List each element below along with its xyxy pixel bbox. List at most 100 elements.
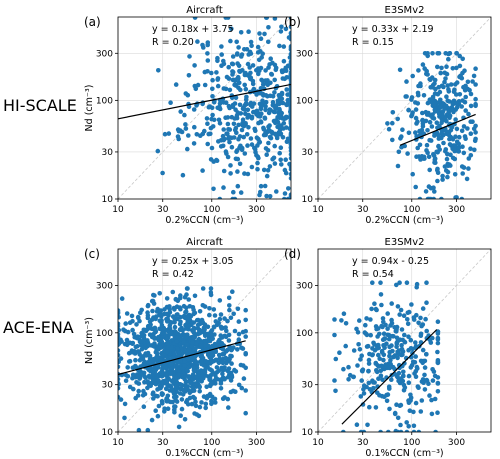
data-point xyxy=(413,107,419,112)
data-point xyxy=(416,385,421,391)
data-point xyxy=(413,340,418,345)
data-point xyxy=(453,101,459,106)
data-point xyxy=(207,312,212,318)
data-point xyxy=(197,404,203,410)
data-point xyxy=(219,52,224,57)
data-point xyxy=(178,413,183,419)
data-point xyxy=(438,70,444,76)
data-point xyxy=(401,369,406,375)
data-point xyxy=(397,280,402,286)
data-point xyxy=(157,291,162,296)
data-point xyxy=(397,351,402,357)
data-point xyxy=(253,128,258,134)
data-point xyxy=(134,322,139,327)
data-point xyxy=(136,427,142,432)
data-point xyxy=(179,406,185,412)
data-point xyxy=(443,103,449,109)
data-point xyxy=(430,378,436,383)
data-point xyxy=(178,109,183,114)
data-point xyxy=(186,357,191,362)
data-point xyxy=(130,327,135,333)
data-point xyxy=(410,359,416,365)
data-point xyxy=(337,350,342,356)
data-point xyxy=(209,70,214,76)
data-point xyxy=(387,353,392,359)
data-point xyxy=(235,169,240,174)
data-point xyxy=(208,286,214,291)
data-point xyxy=(413,344,419,349)
data-point xyxy=(216,342,221,348)
data-point xyxy=(461,124,467,129)
data-point xyxy=(460,171,466,176)
data-point xyxy=(118,341,122,346)
data-point xyxy=(150,371,156,377)
data-point xyxy=(341,311,347,317)
data-point xyxy=(243,351,248,357)
data-point xyxy=(423,189,429,194)
data-point xyxy=(242,102,248,108)
data-point xyxy=(221,127,226,132)
data-point xyxy=(333,356,339,362)
data-point xyxy=(214,157,219,163)
data-point xyxy=(419,398,425,403)
data-point xyxy=(216,117,222,123)
data-point xyxy=(207,375,213,381)
data-point xyxy=(378,280,383,286)
data-point xyxy=(423,316,428,322)
data-point xyxy=(398,307,404,313)
data-point xyxy=(204,116,210,121)
data-point xyxy=(272,17,278,21)
data-point xyxy=(239,127,245,133)
data-point xyxy=(263,93,269,98)
data-point xyxy=(214,70,219,75)
data-point xyxy=(205,364,210,370)
data-point xyxy=(165,328,170,333)
data-point xyxy=(192,63,197,68)
data-point xyxy=(194,365,200,370)
data-point xyxy=(136,381,142,386)
data-point xyxy=(399,144,404,150)
data-point xyxy=(446,89,452,94)
data-point xyxy=(160,170,165,176)
data-point xyxy=(164,341,170,346)
row-label-hi-scale: HI-SCALE xyxy=(3,96,77,115)
data-point xyxy=(249,43,254,49)
data-point xyxy=(235,306,241,312)
data-point xyxy=(226,64,231,70)
data-point xyxy=(288,152,291,157)
data-point xyxy=(160,353,165,358)
data-point xyxy=(416,68,421,73)
data-point xyxy=(447,113,453,118)
data-point xyxy=(410,110,415,115)
data-point xyxy=(288,141,291,147)
data-point xyxy=(275,120,281,125)
data-point xyxy=(399,343,404,348)
data-point xyxy=(389,317,394,323)
data-point xyxy=(404,420,410,425)
y-tick-label: 10 xyxy=(102,195,114,205)
data-point xyxy=(424,68,430,74)
data-point xyxy=(434,120,440,125)
data-point xyxy=(194,132,200,137)
data-point xyxy=(254,135,260,140)
data-point xyxy=(172,410,177,415)
data-point xyxy=(438,104,443,109)
data-point xyxy=(147,353,153,359)
data-point xyxy=(158,358,163,364)
data-point xyxy=(288,134,291,139)
panel-a: 10 30 100 300 10 30 100 300 Aircraft (a) y = 0.18x… xyxy=(84,5,292,226)
y-axis-label: Nd (cm⁻³) xyxy=(84,85,95,132)
data-point xyxy=(135,349,141,354)
data-point xyxy=(124,311,130,316)
data-point xyxy=(155,347,160,353)
data-point xyxy=(430,335,435,341)
data-point xyxy=(282,167,288,173)
data-point xyxy=(384,398,390,404)
data-point xyxy=(279,110,285,116)
data-point xyxy=(389,301,395,306)
data-point xyxy=(205,324,211,330)
data-point xyxy=(406,107,411,113)
data-point xyxy=(258,120,264,125)
data-point xyxy=(194,359,199,365)
